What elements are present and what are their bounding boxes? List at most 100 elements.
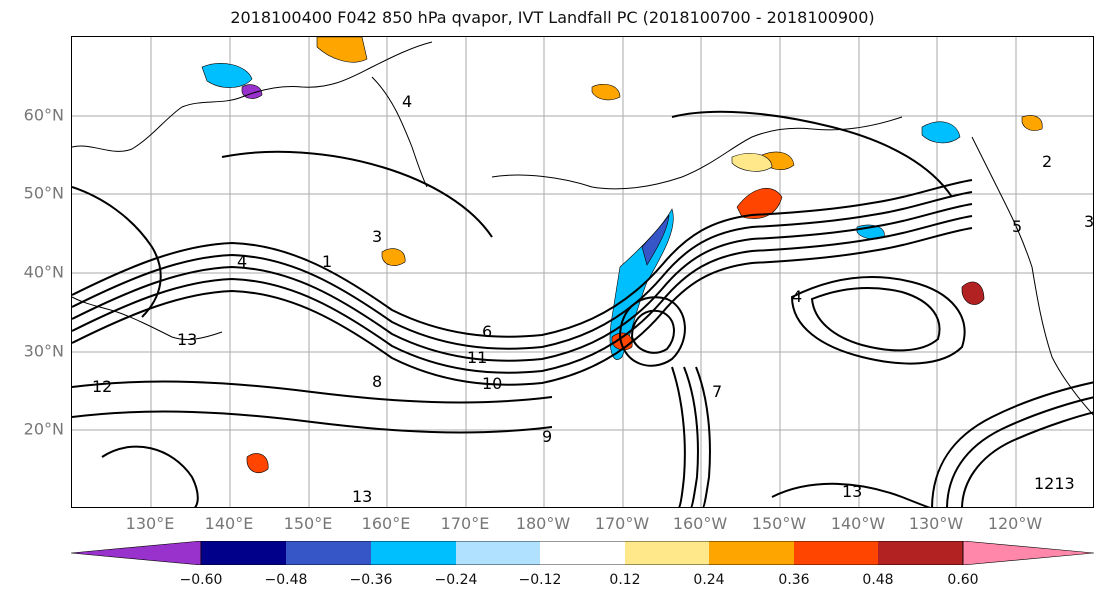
jet-contour bbox=[72, 215, 973, 374]
colorbar-segment bbox=[456, 541, 540, 565]
southeast-contour bbox=[931, 381, 1093, 507]
lat-label-20n: 20°N bbox=[23, 419, 64, 439]
lon-label-140e: 140°E bbox=[204, 514, 254, 533]
contour-label: 3 bbox=[1084, 212, 1094, 231]
colorbar-extend-high bbox=[962, 541, 1094, 565]
contour-label: 4 bbox=[237, 252, 247, 271]
colorbar-tick: −0.12 bbox=[518, 572, 562, 588]
map-title: 2018100400 F042 850 hPa qvapor, IVT Land… bbox=[230, 8, 875, 27]
anomaly-orange-patch bbox=[736, 188, 783, 219]
alaska-coastline bbox=[491, 116, 903, 190]
jet-contour bbox=[72, 227, 973, 386]
cyclone-contour bbox=[618, 296, 686, 367]
lon-label-170e: 170°E bbox=[440, 514, 490, 533]
colorbar-tick: 0.60 bbox=[947, 572, 979, 588]
graticule bbox=[72, 37, 1093, 507]
cyclone-contour bbox=[630, 309, 675, 354]
colorbar-tick: 0.48 bbox=[862, 572, 894, 588]
east-pacific-contour bbox=[810, 286, 941, 352]
colorbar bbox=[71, 541, 1094, 565]
contour-label: 11 bbox=[467, 348, 487, 367]
north-contour bbox=[671, 110, 953, 198]
contour-label: 8 bbox=[372, 372, 382, 391]
contour-label: 13 bbox=[177, 330, 197, 349]
colorbar-segment bbox=[286, 541, 371, 565]
subtropical-contour bbox=[72, 380, 553, 404]
map-panel: 4 4 4 3 3 5 6 13 13 13 11 10 9 8 12 7 2 … bbox=[71, 36, 1094, 508]
contour-label: 13 bbox=[352, 487, 372, 506]
contour-label: 4 bbox=[402, 92, 412, 111]
coastlines bbox=[72, 41, 1093, 416]
subtropical-contour bbox=[72, 410, 553, 434]
contour-label: 10 bbox=[482, 374, 502, 393]
colorbar-tick: 0.24 bbox=[693, 572, 725, 588]
lat-label-60n: 60°N bbox=[23, 105, 64, 125]
anomaly-orange-patch bbox=[381, 248, 406, 266]
southeast-contour bbox=[961, 411, 1093, 507]
meridional-contour bbox=[671, 366, 686, 507]
kamchatka-coastline bbox=[371, 76, 428, 188]
contour-label: 6 bbox=[482, 322, 492, 341]
contour-label: 13 bbox=[842, 482, 862, 501]
colorbar-segment bbox=[878, 541, 963, 565]
contour-label: 3 bbox=[372, 227, 382, 246]
east-pacific-contour bbox=[790, 276, 966, 365]
lon-label-160e: 160°E bbox=[361, 514, 411, 533]
jet-contour bbox=[72, 191, 973, 350]
anomaly-orange-patch bbox=[246, 453, 269, 473]
contour-label: 1213 bbox=[1034, 474, 1075, 493]
lon-label-170w: 170°W bbox=[594, 514, 650, 533]
lon-label-150e: 150°E bbox=[283, 514, 333, 533]
lat-label-50n: 50°N bbox=[23, 183, 64, 203]
anomaly-blue-patch bbox=[921, 121, 961, 144]
asia-coastline bbox=[72, 41, 433, 152]
colorbar-frame bbox=[200, 541, 964, 565]
contour-label: 2 bbox=[1042, 152, 1052, 171]
jet-contour bbox=[72, 203, 973, 362]
meridional-contour bbox=[695, 366, 711, 507]
lon-label-120w: 120°W bbox=[987, 514, 1043, 533]
anomaly-yellow-patch bbox=[731, 153, 773, 172]
colorbar-tick: −0.36 bbox=[349, 572, 393, 588]
colorbar-tick: 0.12 bbox=[609, 572, 641, 588]
colorbar-tick: 0.36 bbox=[778, 572, 810, 588]
colorbar-segment bbox=[371, 541, 456, 565]
lon-label-130w: 130°W bbox=[908, 514, 964, 533]
north-america-coastline bbox=[971, 136, 1093, 416]
anomaly-blue-patch bbox=[201, 63, 253, 88]
contour-label: 9 bbox=[542, 427, 552, 446]
colorbar-tick: −0.48 bbox=[264, 572, 308, 588]
anomaly-red-patch bbox=[961, 281, 985, 305]
anomaly-orange-patch bbox=[316, 37, 368, 63]
southeast-contour bbox=[946, 396, 1093, 507]
lon-label-130e: 130°E bbox=[125, 514, 175, 533]
ivt-contours bbox=[72, 110, 1093, 507]
map-canvas: 4 4 4 3 3 5 6 13 13 13 11 10 9 8 12 7 2 … bbox=[72, 37, 1094, 507]
contour-labels: 4 4 4 3 3 5 6 13 13 13 11 10 9 8 12 7 2 … bbox=[92, 92, 1094, 506]
colorbar-segment bbox=[201, 541, 286, 565]
lon-label-140w: 140°W bbox=[830, 514, 886, 533]
west-contour bbox=[72, 186, 162, 318]
low-contour bbox=[771, 482, 931, 507]
colorbar-segment bbox=[540, 541, 625, 565]
lon-label-150w: 150°W bbox=[751, 514, 807, 533]
lon-label-180w: 180°W bbox=[515, 514, 571, 533]
contour-label: 4 bbox=[792, 287, 802, 306]
anomaly-dark-blue-patch bbox=[641, 214, 670, 266]
lon-label-160w: 160°W bbox=[672, 514, 728, 533]
anomaly-orange-patch bbox=[1021, 115, 1043, 131]
colorbar-segment bbox=[794, 541, 878, 565]
colorbar-tick: −0.60 bbox=[179, 572, 223, 588]
contour-label: 12 bbox=[92, 377, 112, 396]
low-contour bbox=[101, 445, 199, 507]
north-contour bbox=[221, 150, 493, 238]
lat-label-40n: 40°N bbox=[23, 262, 64, 282]
anomaly-orange-patch bbox=[591, 84, 621, 101]
colorbar-segment bbox=[625, 541, 709, 565]
colorbar-tick: −0.24 bbox=[434, 572, 478, 588]
contour-label: 5 bbox=[1012, 217, 1022, 236]
contour-label: 1 bbox=[322, 252, 332, 271]
colorbar-extend-low bbox=[71, 541, 202, 565]
contour-label: 7 bbox=[712, 382, 722, 401]
meridional-contour bbox=[683, 366, 699, 507]
